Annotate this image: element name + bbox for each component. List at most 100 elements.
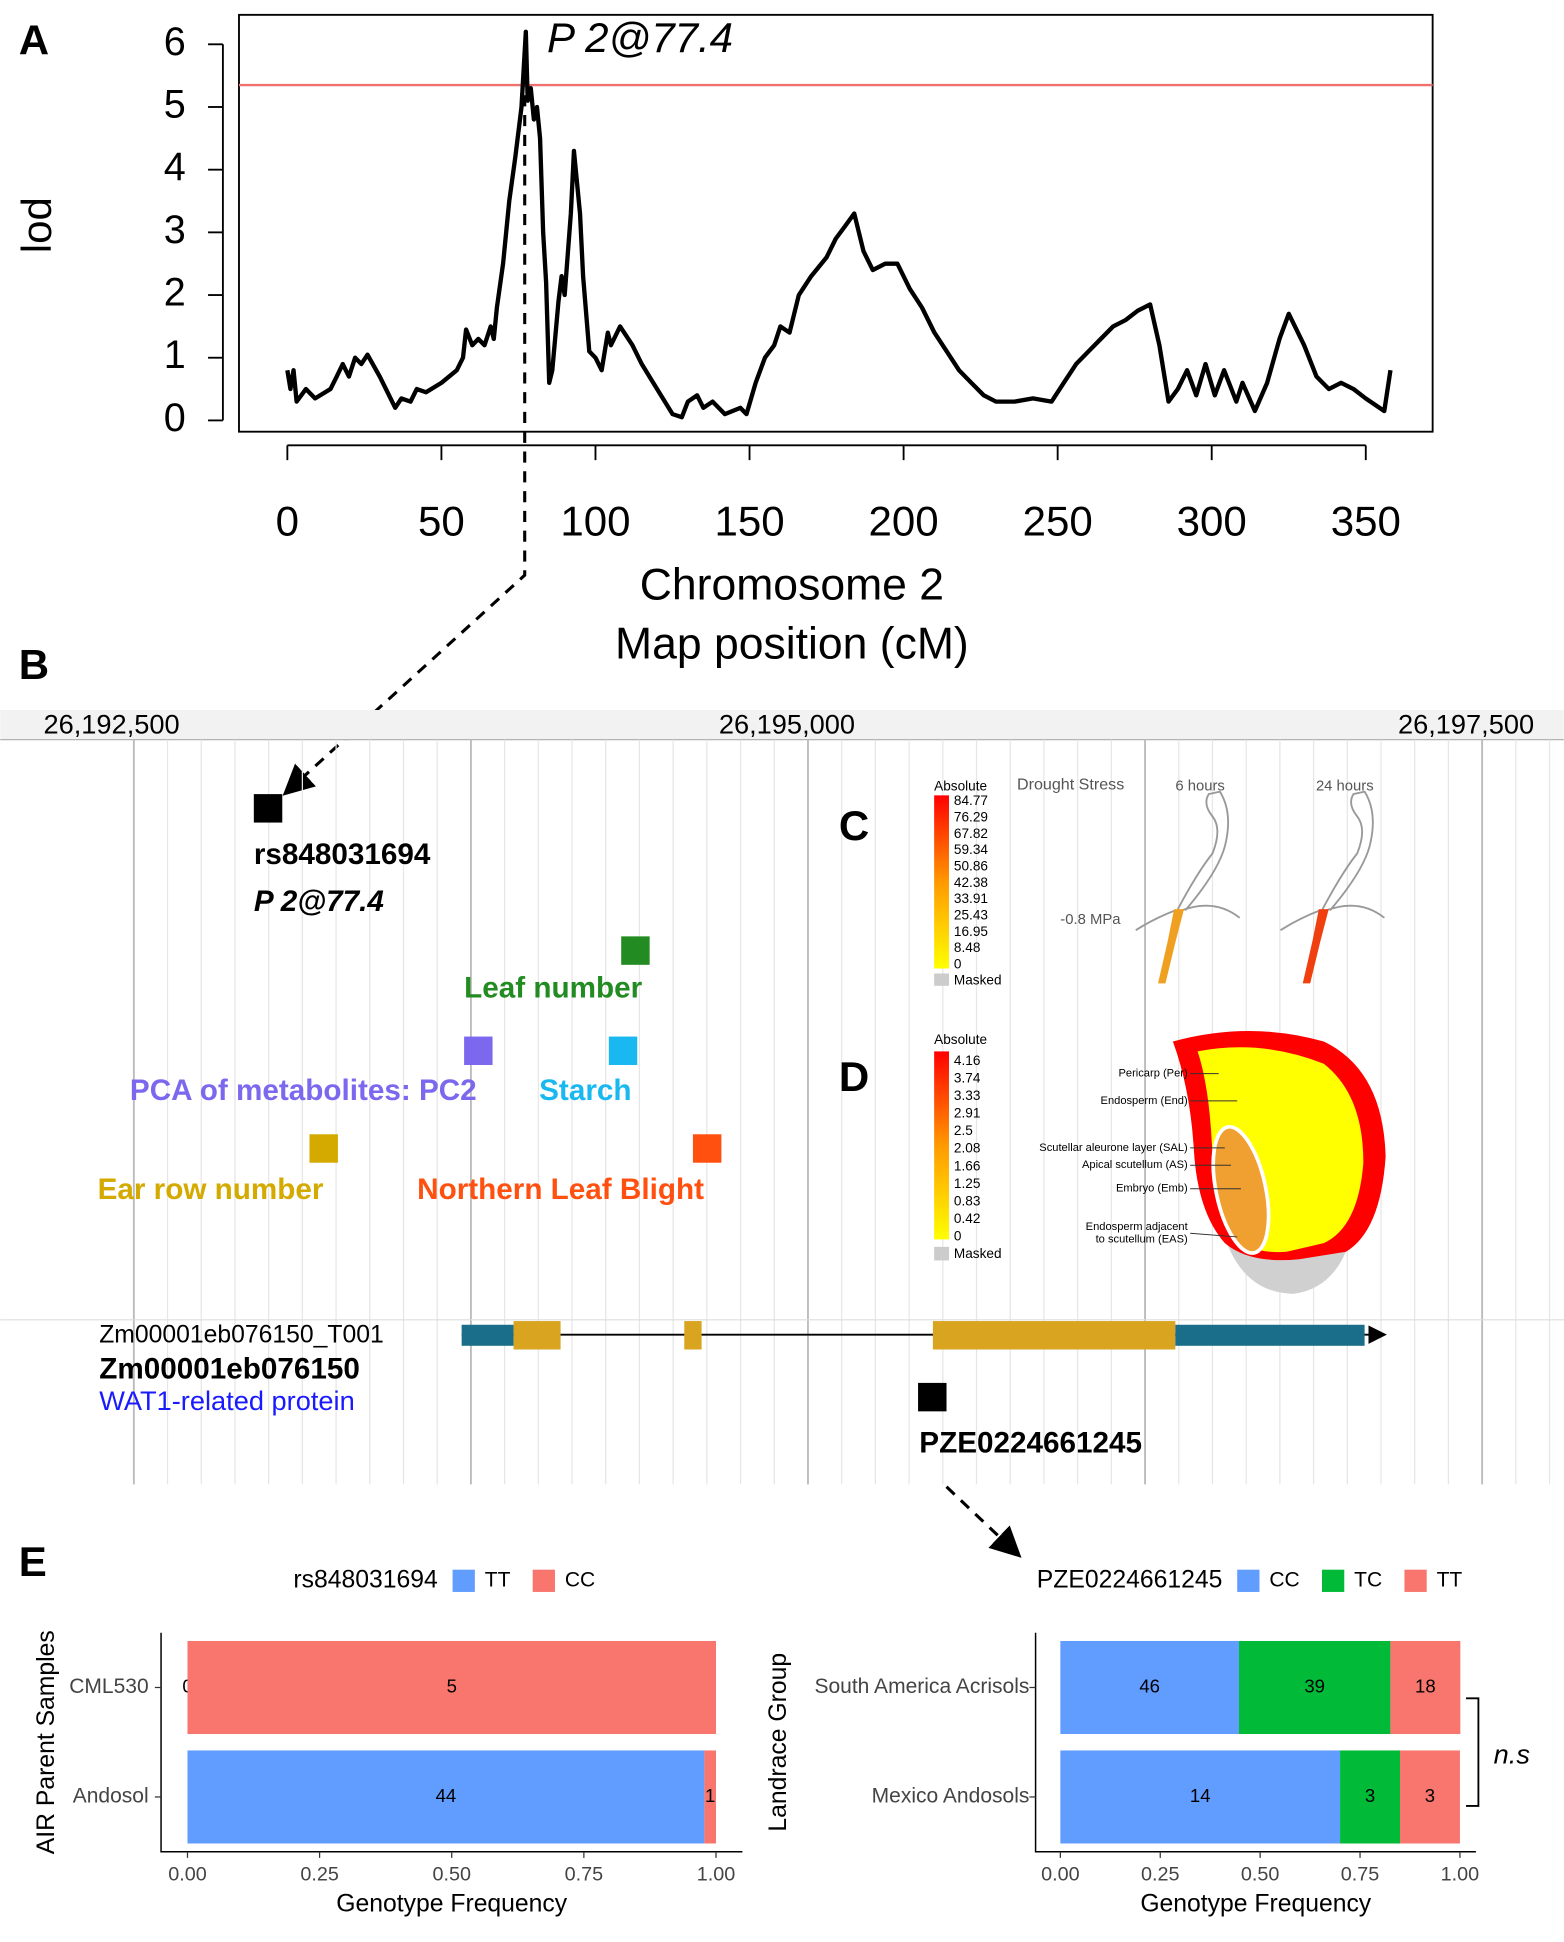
- scale-value: 3.74: [954, 1070, 981, 1085]
- plant-stem: [1158, 909, 1185, 984]
- tissue-label: Apical scutellum (AS): [1082, 1159, 1188, 1171]
- y-axis-label: AIR Parent Samples: [33, 1630, 60, 1854]
- y-tick-label: 0: [164, 396, 186, 440]
- plot-frame: [238, 13, 1434, 433]
- legend-title: PZE0224661245: [1037, 1566, 1223, 1593]
- x-tick-label: 0.00: [168, 1863, 207, 1885]
- coordinate-label: 26,195,000: [719, 708, 855, 739]
- scale-title: Absolute: [934, 1032, 987, 1047]
- scale-value: 2.5: [954, 1123, 973, 1138]
- significance-label: n.s: [1494, 1739, 1531, 1770]
- count-label: 1: [705, 1785, 715, 1806]
- scale-value: 4.16: [954, 1053, 980, 1068]
- bar-segment: [704, 1750, 716, 1844]
- bar-segment: [1400, 1750, 1460, 1844]
- coordinate-label: 26,197,500: [1398, 708, 1534, 739]
- y-tick-label: 1: [164, 333, 186, 377]
- y-axis-label: Landrace Group: [765, 1653, 792, 1832]
- y-tick-label: CML530: [69, 1675, 148, 1698]
- y-tick-label: Mexico Andosols: [872, 1785, 1030, 1808]
- panel-label: A: [19, 16, 49, 63]
- exon: [684, 1321, 702, 1350]
- legend-label: TC: [1354, 1568, 1382, 1591]
- x-tick-label: 1.00: [1441, 1863, 1480, 1885]
- y-tick-label: Andosol: [73, 1785, 149, 1808]
- trait-label: PCA of metabolites: PC2: [130, 1074, 477, 1107]
- scale-value: 76.29: [954, 809, 988, 824]
- plant-stem: [1302, 909, 1329, 984]
- x-tick-label: 0.25: [300, 1863, 339, 1885]
- scale-value: 0: [954, 1229, 962, 1244]
- y-axis-label: lod: [13, 197, 60, 253]
- lod-curve: [285, 29, 1393, 420]
- trait-marker: [621, 936, 650, 965]
- x-axis-label: Genotype Frequency: [1140, 1890, 1371, 1917]
- panel-label: C: [839, 802, 869, 849]
- legend-title: rs848031694: [293, 1566, 438, 1593]
- browser-grid: [132, 739, 1551, 1485]
- count-label: 3: [1365, 1785, 1375, 1806]
- tissue-label: Embryo (Emb): [1116, 1183, 1188, 1195]
- trait-label: Starch: [539, 1074, 631, 1107]
- x-tick-label: 0.75: [565, 1863, 604, 1885]
- tissue-label: Pericarp (Per): [1118, 1068, 1188, 1080]
- scale-value: 8.48: [954, 940, 980, 955]
- trait-label: Ear row number: [98, 1173, 324, 1206]
- trait-marker: [692, 1134, 722, 1163]
- tissue-label: to scutellum (EAS): [1096, 1233, 1188, 1245]
- utr: [1175, 1324, 1365, 1346]
- legend-key: [532, 1569, 555, 1592]
- legend-label: CC: [1269, 1568, 1299, 1591]
- bar-segment: [1390, 1640, 1461, 1735]
- legend-key: [1404, 1569, 1427, 1592]
- treatment-label: -0.8 MPa: [1060, 912, 1121, 928]
- qtl-label: P 2@77.4: [254, 885, 384, 918]
- plant: [1279, 790, 1385, 931]
- link-arrow: [282, 55, 527, 796]
- condition-label: 24 hours: [1316, 779, 1374, 795]
- scale-value: 3.33: [954, 1088, 980, 1103]
- tissue-label: Endosperm adjacent: [1086, 1221, 1189, 1233]
- trait-marker: [464, 1036, 493, 1066]
- x-tick-label: 0: [276, 498, 299, 545]
- x-axis-label: Genotype Frequency: [336, 1890, 567, 1917]
- tissue-label: Scutellar aleurone layer (SAL): [1039, 1142, 1188, 1154]
- exon: [513, 1321, 561, 1350]
- trait-marker: [608, 1036, 638, 1066]
- bracket: [1466, 1697, 1480, 1807]
- bar-segment: [1340, 1750, 1401, 1844]
- trait-marker: [309, 1134, 338, 1163]
- scale-value: 0.83: [954, 1193, 980, 1208]
- bar-segment: [187, 1750, 705, 1844]
- y-tick-label: South America Acrisols: [814, 1675, 1029, 1698]
- link-arrow: [945, 1485, 1022, 1558]
- x-axis-label: Map position (cM): [615, 620, 969, 669]
- count-label: 18: [1415, 1675, 1436, 1696]
- x-tick-label: 200: [869, 498, 939, 545]
- count-label: 46: [1139, 1675, 1160, 1696]
- count-label: 0: [182, 1675, 192, 1696]
- x-tick-label: 100: [560, 498, 630, 545]
- snp-marker: [253, 794, 283, 823]
- x-tick-label: 0.50: [1241, 1863, 1280, 1885]
- scale-value: 2.91: [954, 1106, 980, 1121]
- count-label: 14: [1190, 1785, 1211, 1806]
- peak-annotation: P 2@77.4: [547, 14, 733, 61]
- condition-label: 6 hours: [1175, 779, 1224, 795]
- x-tick-label: 1.00: [697, 1863, 736, 1885]
- x-axis-label: Chromosome 2: [640, 560, 944, 609]
- color-scale: [934, 1051, 949, 1240]
- gene-description: WAT1-related protein: [99, 1385, 355, 1416]
- bar-segment: [1060, 1750, 1341, 1844]
- legend-key: [1237, 1569, 1260, 1592]
- panel-title: Drought Stress: [1017, 776, 1124, 794]
- legend-key: [1322, 1569, 1345, 1592]
- snp-label: rs848031694: [254, 838, 431, 871]
- count-label: 44: [436, 1785, 457, 1806]
- legend-key: [452, 1569, 475, 1592]
- count-label: 5: [447, 1675, 457, 1696]
- scale-value: 67.82: [954, 826, 988, 841]
- utr: [461, 1324, 514, 1346]
